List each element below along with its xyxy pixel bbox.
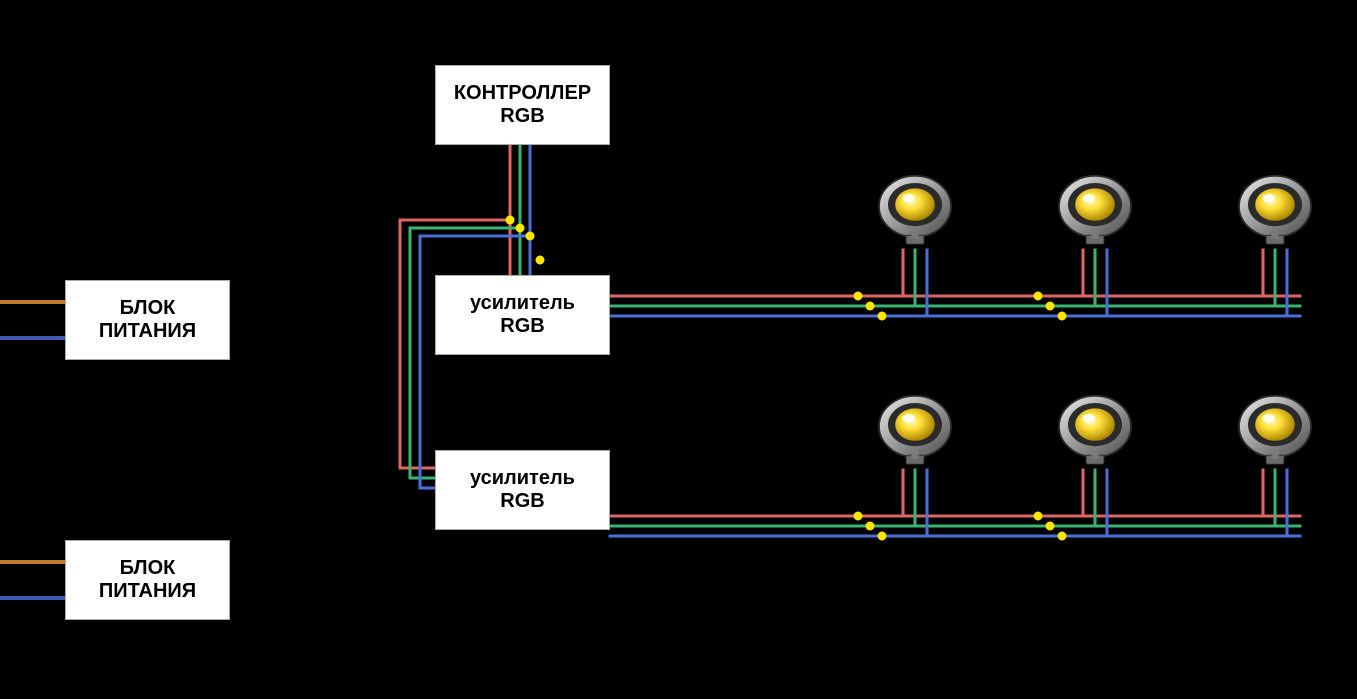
ctrl-line1: КОНТРОЛЛЕР: [454, 82, 591, 105]
diagram-stage: БЛОК ПИТАНИЯ БЛОК ПИТАНИЯ КОНТРОЛЛЕР RGB…: [0, 0, 1357, 699]
spotlight-icon: [870, 165, 960, 255]
spotlight-icon: [1230, 165, 1320, 255]
amp1-line2: RGB: [500, 315, 544, 338]
spotlight-icon: [870, 385, 960, 475]
amp2-line2: RGB: [500, 490, 544, 513]
spotlight-icon: [1050, 165, 1140, 255]
block-controller: КОНТРОЛЛЕР RGB: [435, 65, 610, 145]
psu2-line2: ПИТАНИЯ: [99, 580, 196, 603]
amp2-line1: усилитель: [470, 467, 575, 490]
block-psu-1: БЛОК ПИТАНИЯ: [65, 280, 230, 360]
amp1-line1: усилитель: [470, 292, 575, 315]
spotlight-icon: [1230, 385, 1320, 475]
block-amplifier-1: усилитель RGB: [435, 275, 610, 355]
psu2-line1: БЛОК: [120, 557, 176, 580]
psu1-line2: ПИТАНИЯ: [99, 320, 196, 343]
ctrl-line2: RGB: [500, 105, 544, 128]
psu1-line1: БЛОК: [120, 297, 176, 320]
block-psu-2: БЛОК ПИТАНИЯ: [65, 540, 230, 620]
block-amplifier-2: усилитель RGB: [435, 450, 610, 530]
spotlight-icon: [1050, 385, 1140, 475]
